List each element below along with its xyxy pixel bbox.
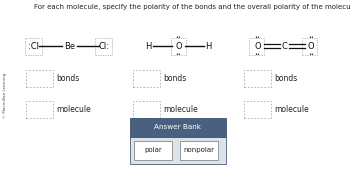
Text: polar: polar [144, 147, 162, 153]
FancyBboxPatch shape [133, 70, 160, 87]
Text: molecule: molecule [56, 105, 91, 114]
Text: ••: •• [308, 35, 314, 40]
Text: ••: •• [308, 52, 314, 57]
FancyBboxPatch shape [130, 118, 225, 137]
FancyBboxPatch shape [134, 141, 172, 160]
FancyBboxPatch shape [26, 101, 52, 118]
Text: C: C [281, 42, 287, 51]
Text: H: H [205, 42, 212, 51]
Text: ••: •• [176, 52, 181, 57]
Text: Cl:: Cl: [98, 42, 110, 51]
Text: ••: •• [254, 52, 260, 57]
Text: O: O [254, 42, 261, 51]
Text: nonpolar: nonpolar [183, 147, 214, 153]
Text: bonds: bonds [274, 74, 298, 83]
Text: ••: •• [254, 35, 260, 40]
Text: For each molecule, specify the polarity of the bonds and the overall polarity of: For each molecule, specify the polarity … [34, 4, 350, 10]
Text: bonds: bonds [163, 74, 187, 83]
Text: molecule: molecule [274, 105, 309, 114]
Text: bonds: bonds [56, 74, 79, 83]
FancyBboxPatch shape [244, 101, 271, 118]
Text: Answer Bank: Answer Bank [154, 124, 201, 130]
FancyBboxPatch shape [26, 70, 52, 87]
FancyBboxPatch shape [133, 101, 160, 118]
FancyBboxPatch shape [180, 141, 218, 160]
Text: molecule: molecule [163, 105, 198, 114]
Text: O: O [308, 42, 315, 51]
Text: © Macmillan Learning: © Macmillan Learning [2, 73, 7, 118]
FancyBboxPatch shape [244, 70, 271, 87]
Text: :Cl: :Cl [28, 42, 39, 51]
FancyBboxPatch shape [130, 137, 225, 164]
Text: ••: •• [176, 35, 181, 40]
Text: O: O [175, 42, 182, 51]
Text: H: H [145, 42, 152, 51]
Text: Be: Be [64, 42, 75, 51]
